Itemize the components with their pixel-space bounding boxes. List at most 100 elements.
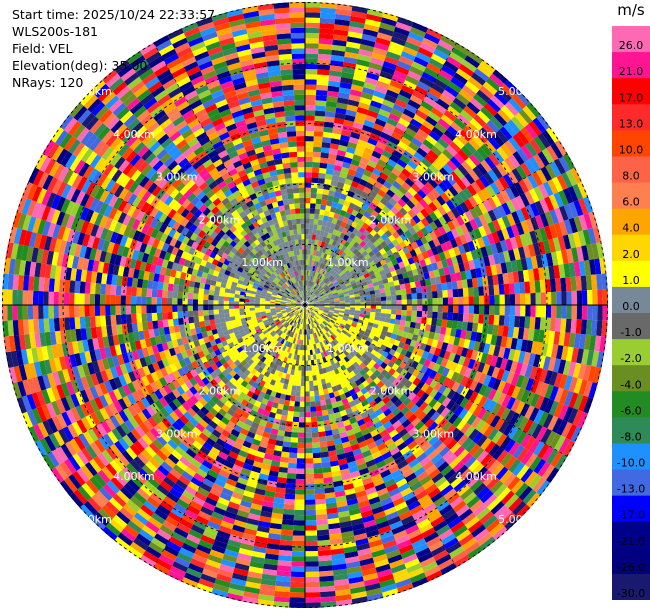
velocity-gate <box>317 296 323 300</box>
velocity-gate <box>423 359 432 368</box>
velocity-gate <box>339 302 346 305</box>
velocity-gate <box>305 7 321 13</box>
velocity-gate <box>556 419 568 436</box>
velocity-gate <box>315 508 327 515</box>
velocity-gate <box>407 70 422 81</box>
velocity-gate <box>384 317 391 323</box>
velocity-gate <box>401 168 412 178</box>
velocity-gate <box>401 181 412 191</box>
velocity-gate <box>434 122 447 134</box>
velocity-gate <box>312 156 321 163</box>
velocity-gate <box>371 185 381 194</box>
velocity-gate <box>290 437 298 443</box>
velocity-gate <box>345 302 351 305</box>
velocity-gate <box>312 288 316 293</box>
velocity-gate <box>411 61 427 72</box>
velocity-gate <box>411 169 422 180</box>
velocity-gate <box>355 64 369 73</box>
velocity-gate <box>358 102 370 110</box>
velocity-gate <box>324 286 330 291</box>
velocity-gate <box>365 247 373 254</box>
velocity-gate <box>468 340 476 351</box>
velocity-gate <box>310 192 317 199</box>
velocity-gate <box>305 587 320 593</box>
velocity-gate <box>328 275 334 281</box>
velocity-gate <box>325 106 337 113</box>
velocity-gate <box>501 202 512 216</box>
velocity-gate <box>534 200 545 215</box>
velocity-gate <box>424 278 432 286</box>
velocity-gate <box>427 298 433 305</box>
velocity-gate <box>308 280 311 286</box>
velocity-gate <box>350 159 360 167</box>
velocity-gate <box>561 345 569 361</box>
velocity-gate <box>314 239 319 246</box>
velocity-gate <box>305 592 321 598</box>
velocity-gate <box>386 300 392 305</box>
velocity-gate <box>365 114 377 124</box>
velocity-gate <box>284 493 296 500</box>
velocity-gate <box>372 336 380 342</box>
velocity-gate <box>328 211 335 218</box>
velocity-gate <box>566 346 574 362</box>
velocity-gate <box>407 123 420 133</box>
velocity-gate <box>368 286 375 292</box>
velocity-gate <box>525 293 531 305</box>
velocity-gate <box>339 323 346 328</box>
velocity-gate <box>385 296 392 301</box>
velocity-gate <box>576 348 584 364</box>
velocity-gate <box>391 295 397 301</box>
velocity-gate <box>339 232 346 239</box>
velocity-gate <box>529 316 536 330</box>
velocity-gate <box>363 198 372 207</box>
velocity-gate <box>409 94 423 106</box>
velocity-gate <box>368 333 375 340</box>
velocity-gate <box>319 28 334 35</box>
velocity-gate <box>375 213 384 222</box>
velocity-gate <box>529 230 538 244</box>
velocity-gate <box>426 285 432 293</box>
velocity-gate <box>432 363 441 373</box>
velocity-gate <box>312 229 317 235</box>
velocity-gate <box>305 375 309 382</box>
velocity-gate <box>400 233 408 242</box>
velocity-gate <box>305 48 319 54</box>
velocity-gate <box>464 388 474 400</box>
velocity-gate <box>419 124 432 135</box>
velocity-gate <box>441 259 449 268</box>
velocity-gate <box>325 205 332 212</box>
velocity-gate <box>440 358 449 368</box>
velocity-gate <box>308 306 314 309</box>
velocity-gate <box>331 201 339 208</box>
velocity-gate <box>467 313 474 323</box>
velocity-gate <box>397 159 408 169</box>
velocity-gate <box>349 232 356 240</box>
velocity-gate <box>327 195 335 202</box>
velocity-gate <box>313 308 319 311</box>
velocity-gate <box>370 297 376 302</box>
velocity-gate <box>352 287 359 292</box>
velocity-gate <box>520 339 528 352</box>
velocity-gate <box>432 305 438 312</box>
velocity-gate <box>447 312 454 321</box>
velocity-gate <box>428 87 442 99</box>
velocity-gate <box>500 336 508 348</box>
velocity-gate <box>308 265 312 271</box>
velocity-gate <box>421 336 429 345</box>
velocity-gate <box>314 302 320 304</box>
velocity-gate <box>575 319 582 334</box>
velocity-gate <box>389 318 396 325</box>
velocity-gate <box>336 319 342 324</box>
velocity-gate <box>333 265 339 272</box>
velocity-gate <box>400 254 408 262</box>
velocity-gate <box>305 391 310 397</box>
velocity-gate <box>437 374 447 385</box>
velocity-gate <box>471 277 479 288</box>
velocity-gate <box>568 332 576 348</box>
velocity-gate <box>397 353 405 362</box>
velocity-gate <box>442 213 452 224</box>
velocity-gate <box>392 231 400 239</box>
velocity-gate <box>305 494 316 500</box>
velocity-gate <box>316 84 329 91</box>
velocity-gate <box>379 22 396 32</box>
